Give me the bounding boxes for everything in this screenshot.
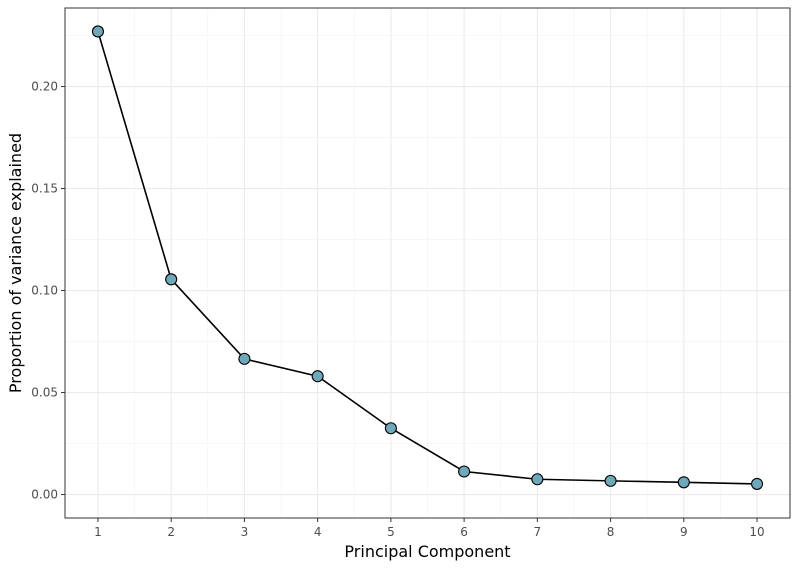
minor-gridlines [65,8,790,518]
data-point [238,352,251,365]
y-tick-label: 0.00 [31,488,58,502]
y-axis: 0.00 0.05 0.10 0.15 0.20 [31,80,65,502]
panel-border [64,7,791,519]
data-point [677,476,690,489]
data-point [750,477,764,490]
y-tick-label: 0.10 [31,284,58,298]
x-axis-title: Principal Component [344,542,510,561]
x-tick-label: 1 [94,525,102,539]
x-tick-label: 6 [460,525,468,539]
data-point [311,370,324,383]
major-gridlines [65,8,790,518]
variance-series [91,25,764,490]
x-tick-label: 4 [314,525,322,539]
x-axis: 1 2 3 4 5 6 7 8 9 10 [94,518,765,539]
data-point [384,422,397,435]
x-tick-label: 2 [167,525,175,539]
series-line [97,31,758,485]
x-tick-label: 5 [387,525,395,539]
x-tick-label: 10 [749,525,764,539]
y-tick-label: 0.15 [31,182,58,196]
y-tick-label: 0.20 [31,80,58,94]
data-point [458,465,471,478]
data-point [604,474,617,487]
x-tick-label: 3 [241,525,249,539]
x-tick-label: 8 [607,525,615,539]
data-point [165,273,178,286]
y-tick-label: 0.05 [31,386,58,400]
data-point [91,25,105,38]
y-axis-title: Proportion of variance explained [6,133,25,393]
data-point [531,473,544,486]
x-tick-label: 9 [680,525,688,539]
x-tick-label: 7 [534,525,542,539]
